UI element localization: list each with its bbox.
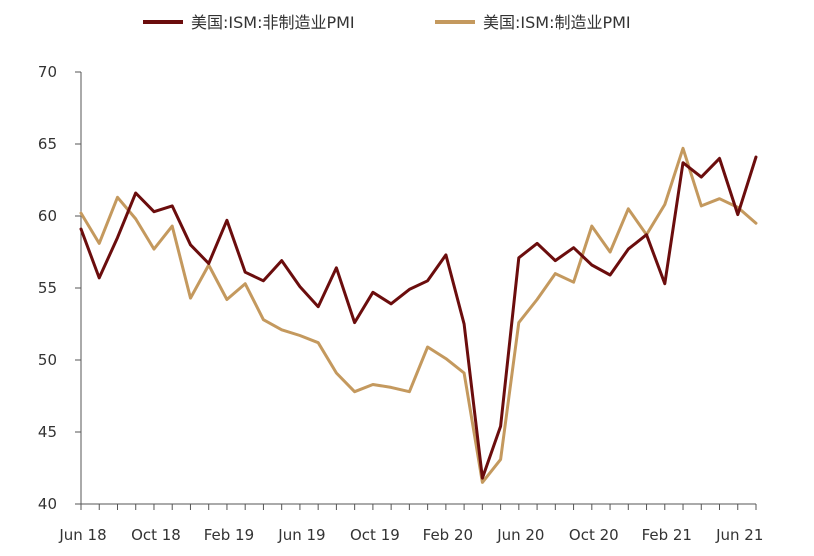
y-tick-label: 60 [38, 207, 57, 225]
x-axis-ticks: Jun 18 Oct 18 Feb 19 Jun 19 Oct 19 Feb 20 Jun … [58, 504, 763, 544]
x-tick-label: Feb 19 [204, 526, 254, 544]
x-tick-label: Jun 18 [58, 526, 106, 544]
series-line-manufacturing-pmi [79, 146, 758, 484]
series-line-non-manufacturing-pmi [79, 155, 758, 480]
y-tick-label: 50 [38, 351, 57, 369]
x-tick-label: Feb 20 [423, 526, 473, 544]
y-tick-label: 55 [38, 279, 57, 297]
x-tick-label: Feb 21 [642, 526, 692, 544]
x-tick-label: Jun 19 [277, 526, 325, 544]
x-tick-label: Oct 18 [131, 526, 181, 544]
legend-label-manufacturing-pmi: 美国:ISM:制造业PMI [483, 13, 631, 32]
legend: 美国:ISM:非制造业PMI 美国:ISM:制造业PMI [143, 13, 631, 32]
y-tick-label: 65 [38, 135, 57, 153]
legend-item-manufacturing-pmi[interactable]: 美国:ISM:制造业PMI [435, 13, 631, 32]
y-tick-label: 70 [38, 63, 57, 81]
series-lines [79, 146, 758, 484]
x-tick-label: Jun 21 [715, 526, 763, 544]
legend-label-non-manufacturing-pmi: 美国:ISM:非制造业PMI [191, 13, 355, 32]
x-tick-label: Jun 20 [496, 526, 544, 544]
legend-item-non-manufacturing-pmi[interactable]: 美国:ISM:非制造业PMI [143, 13, 355, 32]
y-tick-label: 40 [38, 495, 57, 513]
y-tick-label: 45 [38, 423, 57, 441]
x-tick-label: Oct 19 [350, 526, 400, 544]
y-axis-ticks: 40 45 50 55 60 65 70 [38, 63, 81, 513]
x-tick-label: Oct 20 [569, 526, 619, 544]
